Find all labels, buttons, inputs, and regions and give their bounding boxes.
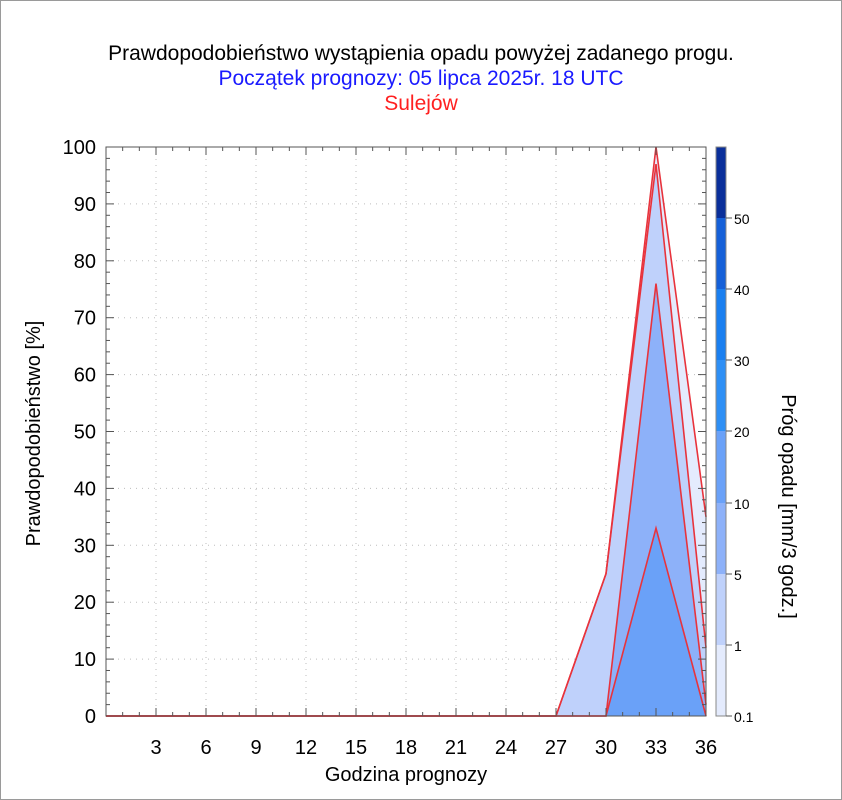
y-tick-label: 0 xyxy=(85,706,96,728)
colorbar-tick-label: 10 xyxy=(734,496,750,512)
plot-border xyxy=(105,146,707,717)
colorbar-tick-label: 40 xyxy=(734,282,750,298)
colorbar-segment xyxy=(716,431,726,503)
colorbar-tick-label: 50 xyxy=(734,211,750,227)
y-tick-label: 30 xyxy=(74,535,96,557)
chart-title: Prawdopodobieństwo wystąpienia opadu pow… xyxy=(108,42,734,65)
colorbar-tick-label: 5 xyxy=(734,567,742,583)
colorbar-tick-label: 20 xyxy=(734,424,750,440)
x-axis-label: Godzina prognozy xyxy=(325,764,487,786)
forecast-start-subtitle: Początek prognozy: 05 lipca 2025r. 18 UT… xyxy=(218,67,624,90)
y-tick-label: 70 xyxy=(74,308,96,330)
x-tick-label: 27 xyxy=(545,737,567,759)
y-tick-label: 60 xyxy=(74,365,96,387)
colorbar-segment xyxy=(716,218,726,289)
y-tick-label: 20 xyxy=(74,592,96,614)
y-axis-ticks: 0 10 20 30 40 50 60 70 80 90 100 xyxy=(63,137,706,728)
x-tick-label: 6 xyxy=(200,737,211,759)
colorbar-segment xyxy=(716,645,726,716)
colorbar-label: Próg opadu [mm/3 godz.] xyxy=(777,394,799,619)
x-tick-label: 9 xyxy=(250,737,261,759)
location-label: Sulejów xyxy=(384,92,458,115)
y-tick-label: 50 xyxy=(74,422,96,444)
x-tick-label: 33 xyxy=(645,737,667,759)
x-tick-label: 36 xyxy=(695,737,717,759)
x-tick-label: 30 xyxy=(595,737,617,759)
colorbar: 0.1 1 5 10 20 30 40 50 xyxy=(715,146,754,725)
colorbar-segment xyxy=(716,503,726,574)
colorbar-tick-label: 30 xyxy=(734,353,750,369)
x-tick-label: 3 xyxy=(150,737,161,759)
colorbar-tick-label: 0.1 xyxy=(734,709,754,725)
x-tick-label: 12 xyxy=(295,737,317,759)
area-threshold-10 xyxy=(106,528,706,716)
y-tick-label: 80 xyxy=(74,251,96,273)
x-tick-label: 18 xyxy=(395,737,417,759)
y-tick-label: 90 xyxy=(74,194,96,216)
x-tick-label: 15 xyxy=(345,737,367,759)
colorbar-segment xyxy=(716,574,726,645)
y-tick-label: 100 xyxy=(63,137,96,159)
y-tick-label: 40 xyxy=(74,478,96,500)
colorbar-segment xyxy=(716,360,726,431)
x-tick-label: 21 xyxy=(445,737,467,759)
x-tick-label: 24 xyxy=(495,737,517,759)
y-axis-label: Prawdopodobieństwo [%] xyxy=(23,321,45,547)
y-tick-label: 10 xyxy=(74,649,96,671)
colorbar-segment xyxy=(716,289,726,360)
colorbar-tick-label: 1 xyxy=(734,638,742,654)
colorbar-segment-top xyxy=(716,147,726,218)
